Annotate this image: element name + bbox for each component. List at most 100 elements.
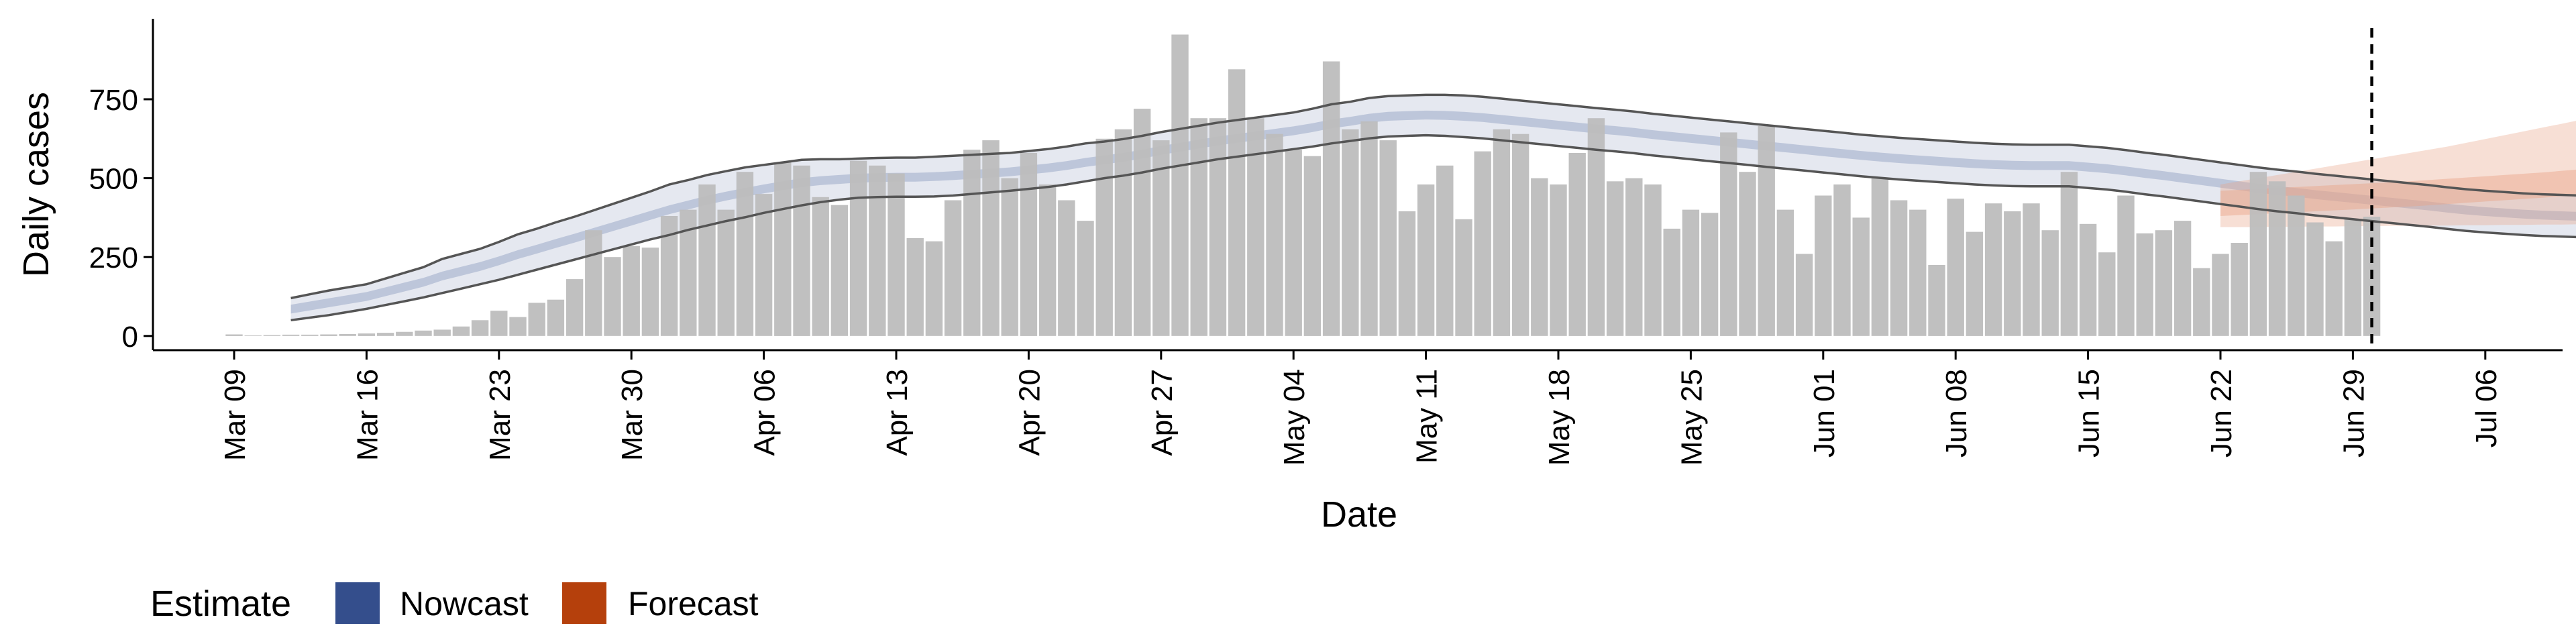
x-tick-label: May 18 [1543, 369, 1576, 466]
nowcast-outer-band [290, 95, 2576, 321]
y-ticks-group: 0 250 500 750 [89, 84, 153, 354]
case-bar [1947, 199, 1964, 336]
case-bar [2079, 223, 2097, 336]
case-bar [1776, 209, 1794, 336]
forecast-outer-band [2220, 121, 2576, 227]
y-tick-label: 500 [89, 163, 138, 196]
x-tick-label: Jun 29 [2337, 369, 2370, 458]
case-bar [1606, 181, 1624, 336]
case-bar [1058, 200, 1075, 336]
case-bar [244, 335, 262, 336]
y-tick-label: 250 [89, 241, 138, 274]
case-bar [830, 205, 849, 336]
x-tick-label: Mar 30 [616, 369, 649, 461]
legend: Estimate Nowcast Forecast [150, 582, 759, 624]
case-bar [1285, 150, 1302, 336]
x-tick-label: Mar 16 [351, 369, 384, 461]
case-bar [2344, 219, 2362, 336]
case-bar [1550, 184, 1567, 336]
case-bar [1795, 254, 1813, 336]
nowcast-band-group [290, 95, 2576, 321]
case-bar [1701, 213, 1719, 336]
case-bar [547, 299, 565, 336]
case-bar [1379, 140, 1397, 336]
case-bar [1342, 129, 1359, 336]
case-bar [2212, 254, 2229, 336]
case-bar [2117, 195, 2135, 336]
case-bar [1247, 118, 1265, 336]
case-bar [1190, 118, 1208, 336]
x-tick-label: Jun 22 [2205, 369, 2238, 458]
case-bar [717, 209, 735, 336]
case-bar [1077, 221, 1094, 336]
case-bar [1020, 153, 1038, 336]
case-bar [396, 331, 413, 336]
case-bar [641, 248, 659, 336]
case-bar [1322, 61, 1340, 336]
case-bar [1833, 184, 1851, 336]
case-bar [528, 303, 545, 336]
case-bar [1909, 209, 1927, 336]
nowcast-lower-line [290, 133, 2576, 322]
case-bar [793, 165, 810, 336]
case-bar [339, 334, 356, 336]
case-bar [471, 320, 489, 336]
case-bar [2098, 252, 2116, 336]
case-bar [963, 150, 981, 336]
case-bar [1663, 228, 1680, 336]
case-bar [1493, 129, 1511, 336]
legend-title: Estimate [150, 584, 291, 624]
case-bar [1966, 231, 1984, 336]
case-bar [1417, 184, 1435, 336]
case-bar [1152, 140, 1170, 336]
case-bar [490, 311, 508, 336]
x-tick-label: May 04 [1278, 369, 1311, 466]
case-bar [2288, 195, 2305, 336]
case-bar [1644, 184, 1662, 336]
case-bar [1625, 178, 1643, 336]
case-bar [1133, 109, 1151, 336]
x-tick-label: Apr 06 [749, 369, 782, 456]
case-bar [849, 160, 867, 336]
case-bar [585, 230, 602, 336]
case-bar [1928, 265, 1945, 336]
bars-group [225, 34, 2381, 336]
case-bar [1890, 200, 1908, 336]
x-tick-label: May 11 [1411, 369, 1444, 464]
case-bar [2249, 172, 2267, 336]
case-bar [1984, 203, 2002, 336]
case-bar [2268, 181, 2286, 336]
case-bar [698, 184, 716, 336]
case-bar [509, 317, 527, 336]
case-bar [2155, 230, 2173, 336]
x-tick-label: Apr 13 [881, 369, 914, 456]
nowcast-inner-band [290, 110, 2576, 314]
x-tick-label: Jun 15 [2073, 369, 2106, 458]
y-tick-label: 0 [122, 321, 138, 354]
case-bar [320, 334, 337, 336]
x-tick-label: Apr 20 [1013, 369, 1046, 456]
case-bar [906, 238, 924, 336]
case-bar [282, 334, 300, 336]
case-bar [415, 330, 432, 336]
x-tick-label: Jun 08 [1940, 369, 1973, 458]
legend-label-forecast: Forecast [628, 585, 759, 623]
case-bar [2136, 233, 2153, 336]
case-bar [1739, 172, 1756, 336]
x-tick-label: Jul 06 [2470, 369, 2503, 447]
case-bar [452, 326, 470, 336]
case-bar [755, 194, 773, 336]
case-bar [376, 333, 394, 336]
y-axis-title: Daily cases [16, 92, 56, 277]
case-bar [1303, 156, 1322, 336]
case-bar [623, 246, 640, 336]
case-bar [888, 173, 905, 336]
case-bar [1568, 153, 1586, 336]
case-bar [1228, 69, 1246, 336]
case-bar [2231, 243, 2248, 336]
case-bar [2325, 241, 2343, 336]
case-bar [944, 200, 962, 336]
case-bar [566, 279, 584, 336]
ci-lines-group [290, 93, 2576, 322]
